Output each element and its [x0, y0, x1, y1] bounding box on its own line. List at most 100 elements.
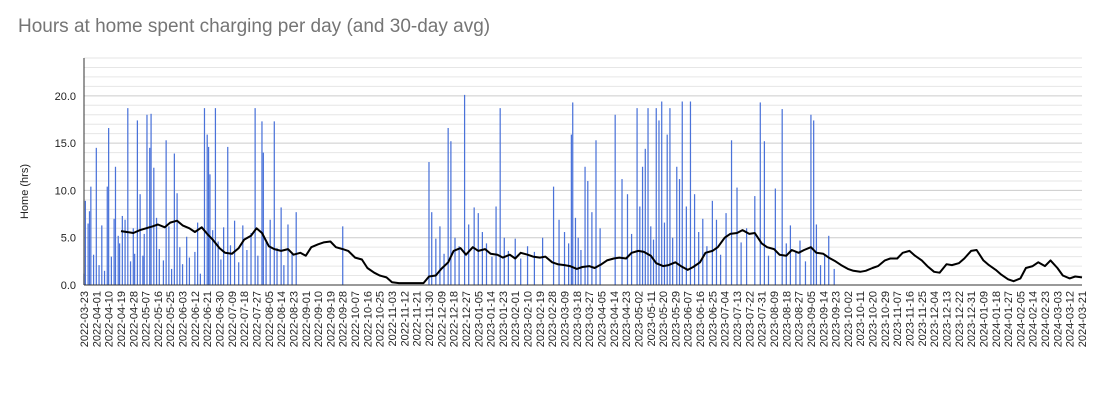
x-tick-label: 2023-03-27: [584, 291, 596, 347]
bar: [118, 243, 121, 285]
bar: [542, 237, 544, 285]
bar: [287, 224, 289, 285]
bar: [173, 153, 175, 285]
bar: [212, 230, 214, 285]
x-tick-label: 2022-12-18: [449, 291, 461, 347]
bar: [242, 225, 244, 285]
x-tick-label: 2022-12-27: [461, 291, 473, 347]
bar: [715, 219, 718, 285]
x-tick-label: 2022-08-14: [276, 291, 288, 347]
x-tick-label: 2023-11-07: [892, 291, 904, 346]
bar: [158, 249, 160, 285]
bar: [572, 102, 574, 285]
bar: [450, 141, 452, 285]
bar: [666, 134, 668, 285]
bar: [262, 152, 264, 285]
x-tick-label: 2024-02-05: [1015, 291, 1027, 347]
bar: [641, 166, 644, 285]
x-tick-label: 2023-04-14: [609, 291, 621, 347]
bar: [781, 109, 783, 285]
bar: [127, 108, 129, 285]
bar: [481, 232, 483, 285]
bar: [250, 232, 252, 285]
bar: [84, 200, 86, 285]
bar: [103, 270, 106, 285]
bar: [678, 179, 681, 285]
bar: [759, 102, 761, 285]
bar: [774, 188, 776, 285]
bar: [447, 127, 449, 286]
x-tick-label: 2023-12-31: [966, 291, 978, 347]
x-tick-label: 2022-03-23: [79, 291, 91, 347]
avg-line: [120, 219, 1083, 285]
bar: [495, 206, 497, 285]
bar: [98, 265, 100, 285]
x-tick-label: 2022-09-19: [325, 291, 337, 347]
bar: [799, 240, 801, 285]
bar: [283, 265, 285, 285]
bar: [693, 194, 696, 285]
bar: [719, 254, 722, 285]
x-tick-label: 2022-10-25: [375, 291, 387, 347]
bar: [676, 166, 678, 285]
x-tick-label: 2024-03-12: [1065, 291, 1077, 347]
bar: [745, 228, 748, 285]
gridlines: [84, 57, 1082, 277]
x-tick-label: 2023-10-29: [880, 291, 892, 347]
bar: [136, 120, 138, 286]
bar: [121, 215, 123, 285]
x-tick-label: 2022-09-28: [338, 291, 350, 347]
bar: [491, 256, 493, 286]
bar: [206, 134, 208, 285]
x-tick-label: 2022-09-10: [313, 291, 325, 347]
bar: [463, 94, 466, 285]
bar: [813, 120, 815, 286]
x-tick-label: 2022-11-30: [424, 291, 436, 346]
x-tick-label: 2023-07-04: [720, 291, 732, 347]
x-tick-label: 2022-04-01: [91, 291, 103, 347]
bar: [711, 200, 713, 285]
bar: [134, 253, 136, 285]
x-tick-label: 2022-05-16: [153, 291, 165, 347]
x-tick-label: 2022-04-19: [116, 291, 128, 347]
x-tick-label: 2023-03-09: [560, 291, 572, 347]
x-tick-label: 2022-06-21: [202, 291, 214, 347]
bar: [599, 228, 601, 285]
bar: [246, 250, 248, 285]
x-tick-label: 2022-07-09: [227, 291, 239, 347]
bar: [108, 127, 110, 286]
bar: [435, 238, 437, 285]
x-tick-label: 2024-02-23: [1040, 291, 1052, 347]
bar: [92, 254, 95, 285]
bar: [179, 247, 181, 285]
bar: [485, 243, 488, 285]
bar: [568, 243, 570, 285]
x-tick-label: 2022-05-25: [165, 291, 177, 347]
x-tick-label: 2022-05-07: [141, 291, 153, 347]
x-tick-label: 2023-12-04: [929, 291, 941, 347]
bar: [229, 245, 232, 285]
bar: [558, 219, 560, 285]
bar: [273, 121, 275, 286]
x-tick-label: 2023-06-25: [707, 291, 719, 347]
bar: [587, 180, 589, 285]
x-tick-label: 2023-05-29: [670, 291, 682, 347]
x-tick-label: 2023-12-13: [941, 291, 953, 347]
x-tick-label: 2022-07-18: [239, 291, 251, 347]
bar: [468, 224, 470, 285]
y-tick-label: 10.0: [55, 185, 76, 197]
bar: [702, 218, 704, 285]
x-tick-label: 2023-01-05: [473, 291, 485, 347]
bar: [552, 186, 555, 285]
bar: [197, 222, 199, 285]
x-tick-label: 2022-10-07: [350, 291, 362, 347]
bar: [238, 262, 240, 285]
bar: [698, 232, 700, 285]
bar: [428, 162, 430, 285]
x-tick-label: 2023-09-05: [806, 291, 818, 347]
y-tick-label: 15.0: [55, 138, 76, 150]
bar: [503, 237, 505, 285]
x-tick-label: 2022-06-30: [215, 291, 227, 347]
x-tick-label: 2023-05-20: [658, 291, 670, 347]
